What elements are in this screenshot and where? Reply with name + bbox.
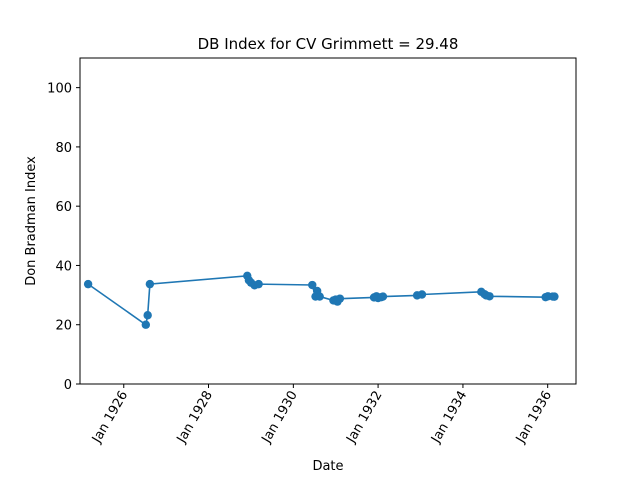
data-point bbox=[417, 290, 427, 299]
data-point bbox=[308, 280, 317, 290]
data-point bbox=[141, 320, 151, 329]
data-point bbox=[550, 292, 559, 301]
data-point bbox=[335, 294, 345, 303]
data-point bbox=[485, 292, 494, 301]
data-point bbox=[143, 311, 152, 320]
y-tick-label: 80 bbox=[55, 141, 72, 156]
data-point bbox=[254, 279, 263, 289]
data-point bbox=[378, 292, 388, 301]
y-tick-label: 0 bbox=[64, 378, 72, 393]
x-axis-label: Date bbox=[312, 459, 343, 474]
data-point bbox=[83, 279, 93, 289]
series-layer bbox=[83, 271, 559, 329]
chart-title: DB Index for CV Grimmett = 29.48 bbox=[198, 35, 459, 53]
y-axis-label: Don Bradman Index bbox=[24, 156, 39, 286]
y-tick-label: 60 bbox=[55, 200, 72, 215]
data-point bbox=[145, 279, 155, 289]
y-tick-label: 100 bbox=[47, 82, 72, 97]
y-axis: 0 20 40 60 80 100 bbox=[47, 82, 80, 393]
plot-frame bbox=[79, 57, 577, 385]
data-point bbox=[315, 292, 324, 301]
y-tick-label: 40 bbox=[55, 259, 72, 274]
y-tick-label: 20 bbox=[55, 319, 72, 334]
